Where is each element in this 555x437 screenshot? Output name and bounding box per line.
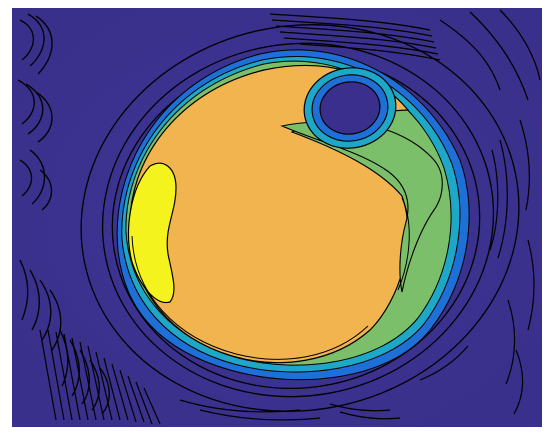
outer-contour-rings [80,24,520,412]
background-filaments-right [489,119,535,415]
inner-disk-contours [131,197,410,360]
background-stripes-bottom-left [39,329,161,425]
yellow-bright-lobe [127,162,177,304]
background-stripes-top [269,9,541,101]
orange-disk-core [129,64,410,364]
vortex-core [319,81,381,135]
